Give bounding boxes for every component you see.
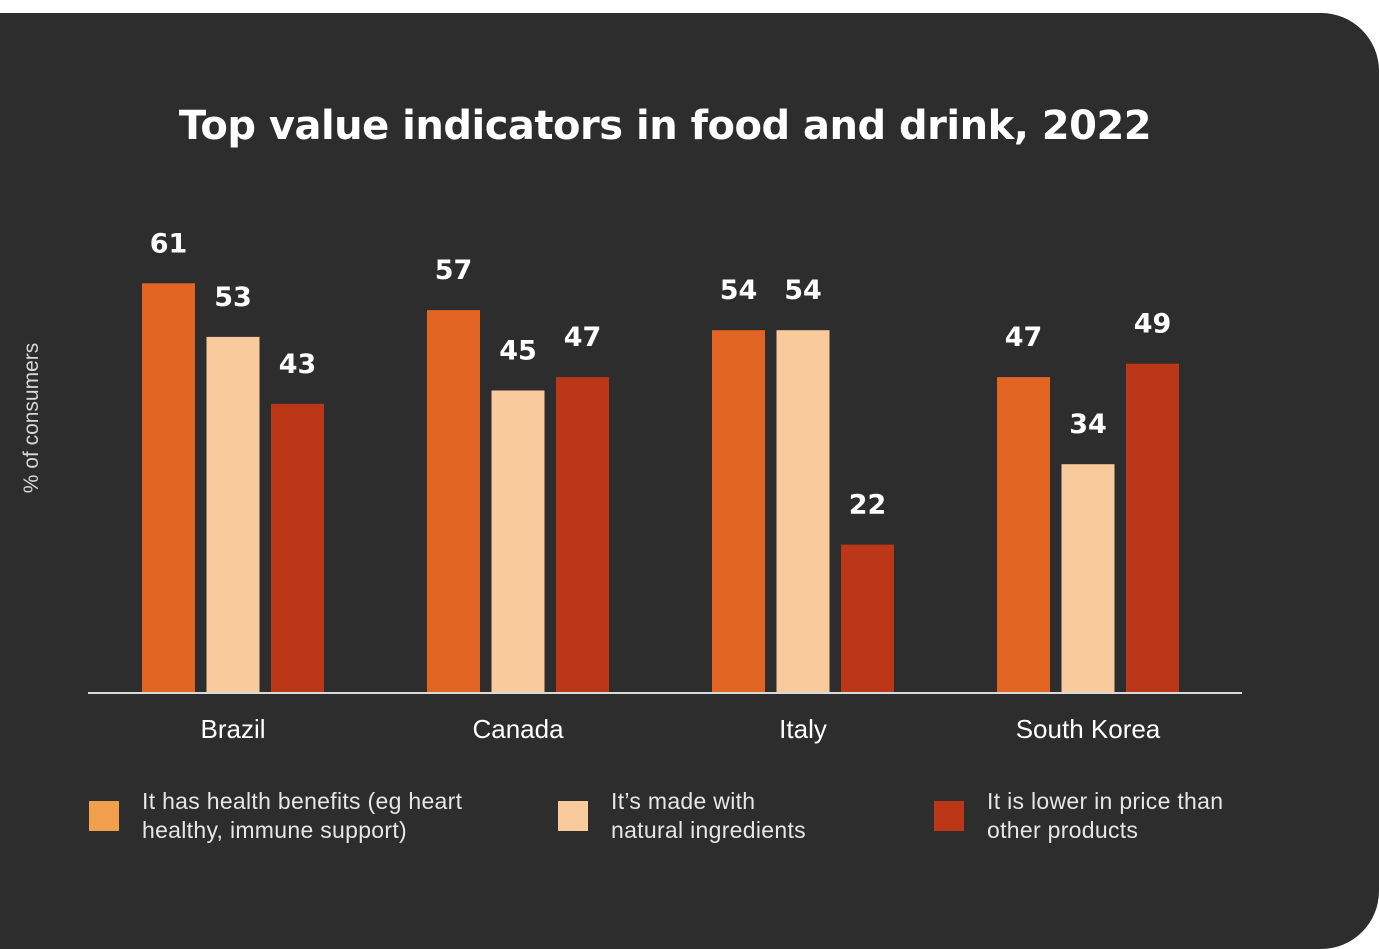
data-label-italy-lower-price: 22 xyxy=(849,490,887,521)
bar-group-canada: 57 45 47 Canada xyxy=(427,255,609,744)
category-label-italy: Italy xyxy=(779,714,827,744)
bar-group-brazil: 61 53 43 Brazil xyxy=(142,228,324,744)
legend-label-lower-price: It is lower in price than other products xyxy=(987,788,1224,843)
category-label-brazil: Brazil xyxy=(200,714,265,744)
bar-italy-health-benefits xyxy=(712,330,765,692)
bar-group-italy: 54 54 22 Italy xyxy=(712,275,894,744)
bar-group-south-korea: 47 34 49 South Korea xyxy=(997,309,1179,744)
legend-item-lower-price: It is lower in price than other products xyxy=(934,787,1223,845)
category-label-canada: Canada xyxy=(472,714,564,744)
data-label-italy-health-benefits: 54 xyxy=(720,275,758,306)
data-label-brazil-lower-price: 43 xyxy=(279,349,317,380)
bar-south-korea-lower-price xyxy=(1126,363,1179,692)
chart-title: Top value indicators in food and drink, … xyxy=(178,103,1152,149)
bar-south-korea-natural-ingredients xyxy=(1061,464,1115,692)
legend-swatch-health-benefits xyxy=(89,801,119,831)
bar-italy-lower-price xyxy=(841,544,894,692)
legend-item-health-benefits: It has health benefits (eg heart healthy… xyxy=(89,787,462,845)
data-label-brazil-natural-ingredients: 53 xyxy=(214,282,252,313)
legend-item-natural-ingredients: It’s made with natural ingredients xyxy=(558,787,806,845)
legend-swatch-lower-price xyxy=(934,801,964,831)
bar-south-korea-health-benefits xyxy=(997,377,1050,692)
data-label-south-korea-lower-price: 49 xyxy=(1134,309,1172,340)
data-label-italy-natural-ingredients: 54 xyxy=(784,275,822,306)
legend-swatch-natural-ingredients xyxy=(558,801,588,831)
data-label-canada-natural-ingredients: 45 xyxy=(499,336,537,367)
bar-canada-health-benefits xyxy=(427,310,480,692)
data-label-brazil-health-benefits: 61 xyxy=(150,228,188,259)
legend: It has health benefits (eg heart healthy… xyxy=(0,787,1379,867)
data-label-south-korea-health-benefits: 47 xyxy=(1005,322,1043,353)
bar-italy-natural-ingredients xyxy=(776,330,830,692)
bar-canada-natural-ingredients xyxy=(491,390,545,692)
data-label-canada-health-benefits: 57 xyxy=(435,255,473,286)
bar-brazil-natural-ingredients xyxy=(206,336,260,692)
category-label-south-korea: South Korea xyxy=(1016,714,1161,744)
data-label-south-korea-natural-ingredients: 34 xyxy=(1069,409,1107,440)
bar-brazil-lower-price xyxy=(271,403,324,692)
bar-canada-lower-price xyxy=(556,377,609,692)
data-label-canada-lower-price: 47 xyxy=(564,322,602,353)
bar-brazil-health-benefits xyxy=(142,283,195,692)
legend-label-health-benefits: It has health benefits (eg heart healthy… xyxy=(142,788,463,843)
legend-label-natural-ingredients: It’s made with natural ingredients xyxy=(611,788,806,843)
